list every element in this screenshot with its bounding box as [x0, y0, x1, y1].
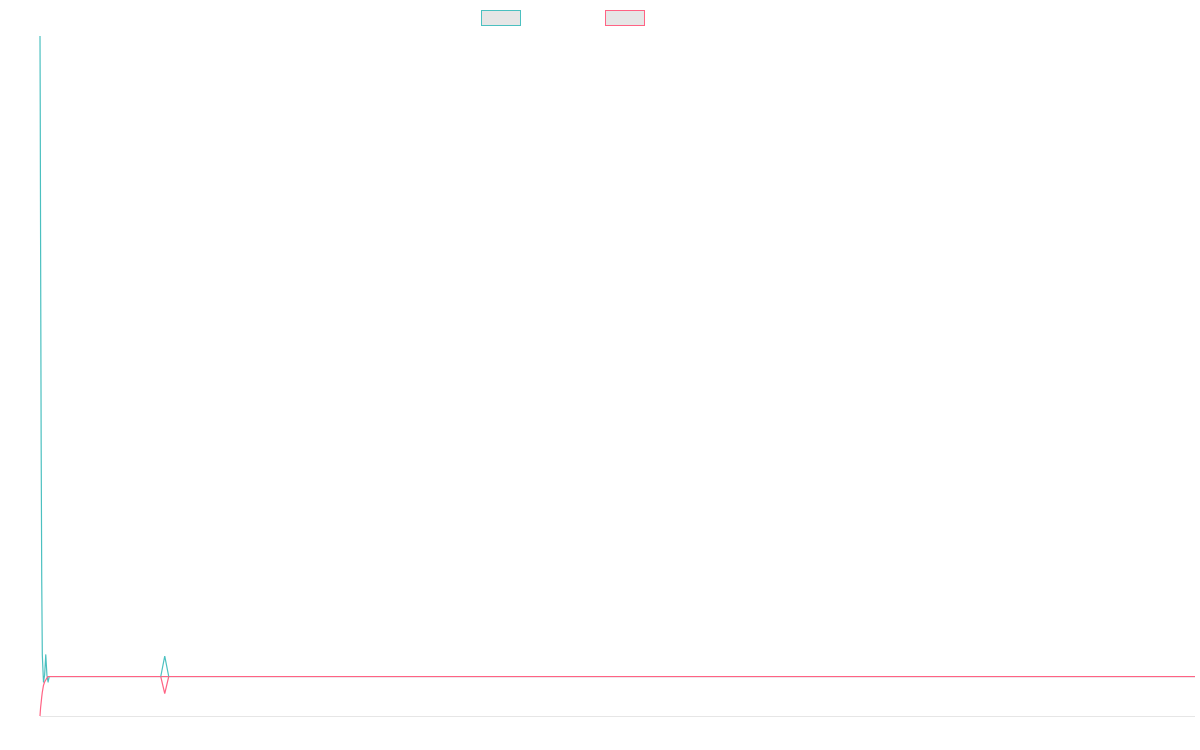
spike-mark-down [160, 676, 170, 694]
series-line-2 [39, 675, 1195, 717]
spike-mark-up [160, 656, 170, 677]
legend-swatch-1 [481, 10, 521, 26]
series-line-1 [39, 35, 1195, 683]
legend-swatch-2 [605, 10, 645, 26]
